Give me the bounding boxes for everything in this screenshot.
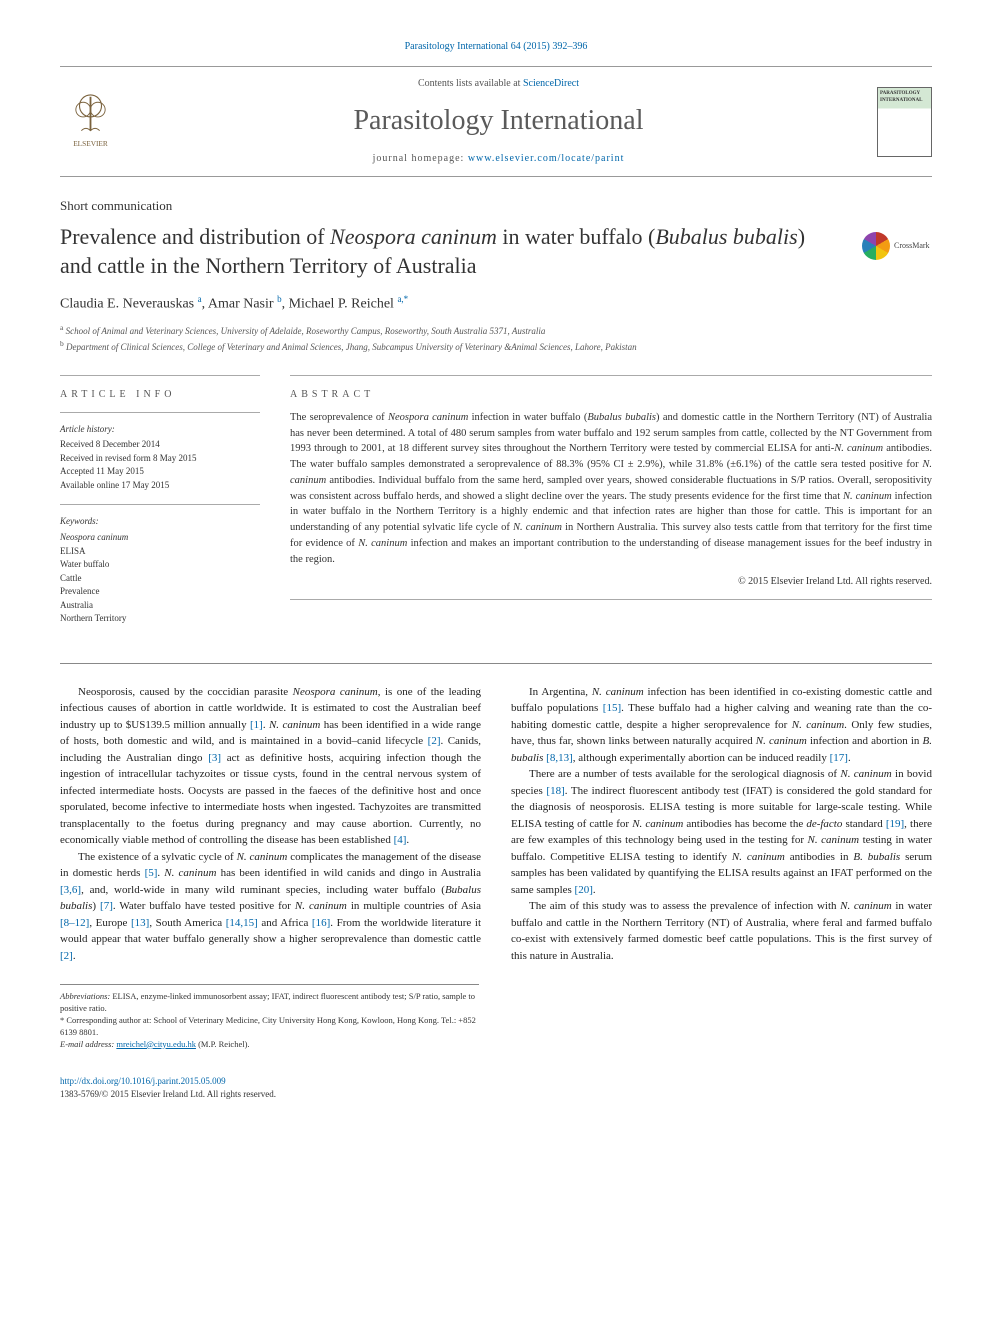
abstract-copyright: © 2015 Elsevier Ireland Ltd. All rights … — [290, 575, 932, 589]
article-history-label: Article history: — [60, 423, 260, 436]
history-revised: Received in revised form 8 May 2015 — [60, 452, 260, 466]
email-label: E-mail address: — [60, 1039, 116, 1049]
authors-line: Claudia E. Neverauskas a, Amar Nasir b, … — [60, 293, 932, 314]
affiliation-a-text: School of Animal and Veterinary Sciences… — [66, 326, 546, 336]
elsevier-logo: ELSEVIER — [60, 87, 120, 157]
email-link[interactable]: mreichel@cityu.edu.hk — [116, 1039, 196, 1049]
journal-name: Parasitology International — [120, 101, 877, 140]
abstract-heading: ABSTRACT — [290, 388, 932, 402]
abstract-body: The seroprevalence of Neospora caninum i… — [290, 410, 932, 568]
body-para-2: In Argentina, N. caninum infection has b… — [511, 684, 932, 767]
journal-homepage: journal homepage: www.elsevier.com/locat… — [120, 152, 877, 166]
affiliation-b-text: Department of Clinical Sciences, College… — [66, 342, 637, 352]
affiliation-b: b Department of Clinical Sciences, Colle… — [60, 338, 932, 355]
email-person: (M.P. Reichel). — [196, 1039, 250, 1049]
footnote-corresponding: * Corresponding author at: School of Vet… — [60, 1015, 479, 1039]
footer-copyright: 1383-5769/© 2015 Elsevier Ireland Ltd. A… — [60, 1088, 932, 1101]
footnotes: Abbreviations: ELISA, enzyme-linked immu… — [60, 984, 479, 1050]
masthead: ELSEVIER Contents lists available at Sci… — [60, 66, 932, 177]
history-online: Available online 17 May 2015 — [60, 479, 260, 493]
body-para-1: The existence of a sylvatic cycle of N. … — [60, 849, 481, 965]
article-info-heading: ARTICLE INFO — [60, 388, 260, 402]
crossmark-badge[interactable]: CrossMark — [862, 228, 932, 263]
footnote-abbreviations: Abbreviations: ELISA, enzyme-linked immu… — [60, 991, 479, 1015]
homepage-pre: journal homepage: — [373, 153, 468, 164]
contents-lists-line: Contents lists available at ScienceDirec… — [120, 77, 877, 91]
article-history: Received 8 December 2014 Received in rev… — [60, 438, 260, 492]
homepage-link[interactable]: www.elsevier.com/locate/parint — [468, 153, 625, 164]
body-para-4: The aim of this study was to assess the … — [511, 898, 932, 964]
journal-cover-thumbnail: PARASITOLOGY INTERNATIONAL — [877, 87, 932, 157]
crossmark-icon — [862, 232, 890, 260]
affiliation-a: a School of Animal and Veterinary Scienc… — [60, 322, 932, 339]
keywords-label: Keywords: — [60, 515, 260, 528]
sciencedirect-link[interactable]: ScienceDirect — [523, 78, 579, 89]
cover-title: PARASITOLOGY INTERNATIONAL — [880, 90, 929, 104]
keyword-2: Water buffalo — [60, 558, 260, 572]
article-info-column: ARTICLE INFO Article history: Received 8… — [60, 375, 260, 638]
svg-text:ELSEVIER: ELSEVIER — [73, 139, 108, 148]
contents-lists-pre: Contents lists available at — [418, 78, 523, 89]
history-received: Received 8 December 2014 — [60, 438, 260, 452]
keyword-5: Australia — [60, 599, 260, 613]
keywords-list: Neospora caninum ELISA Water buffalo Cat… — [60, 531, 260, 626]
abstract-column: ABSTRACT The seroprevalence of Neospora … — [290, 375, 932, 638]
body-para-0: Neosporosis, caused by the coccidian par… — [60, 684, 481, 849]
article-type: Short communication — [60, 197, 932, 215]
footnote-email: E-mail address: mreichel@cityu.edu.hk (M… — [60, 1039, 479, 1051]
crossmark-label: CrossMark — [894, 240, 930, 251]
keyword-6: Northern Territory — [60, 612, 260, 626]
affiliations: a School of Animal and Veterinary Scienc… — [60, 322, 932, 355]
body-para-3: There are a number of tests available fo… — [511, 766, 932, 898]
keyword-4: Prevalence — [60, 585, 260, 599]
article-title: Prevalence and distribution of Neospora … — [60, 223, 842, 280]
article-body: Neosporosis, caused by the coccidian par… — [60, 684, 932, 965]
history-accepted: Accepted 11 May 2015 — [60, 465, 260, 479]
keyword-0: Neospora caninum — [60, 531, 260, 545]
keyword-1: ELISA — [60, 545, 260, 559]
doi-link[interactable]: http://dx.doi.org/10.1016/j.parint.2015.… — [60, 1076, 226, 1086]
journal-reference: Parasitology International 64 (2015) 392… — [60, 40, 932, 54]
keyword-3: Cattle — [60, 572, 260, 586]
footer-info: http://dx.doi.org/10.1016/j.parint.2015.… — [60, 1075, 932, 1100]
